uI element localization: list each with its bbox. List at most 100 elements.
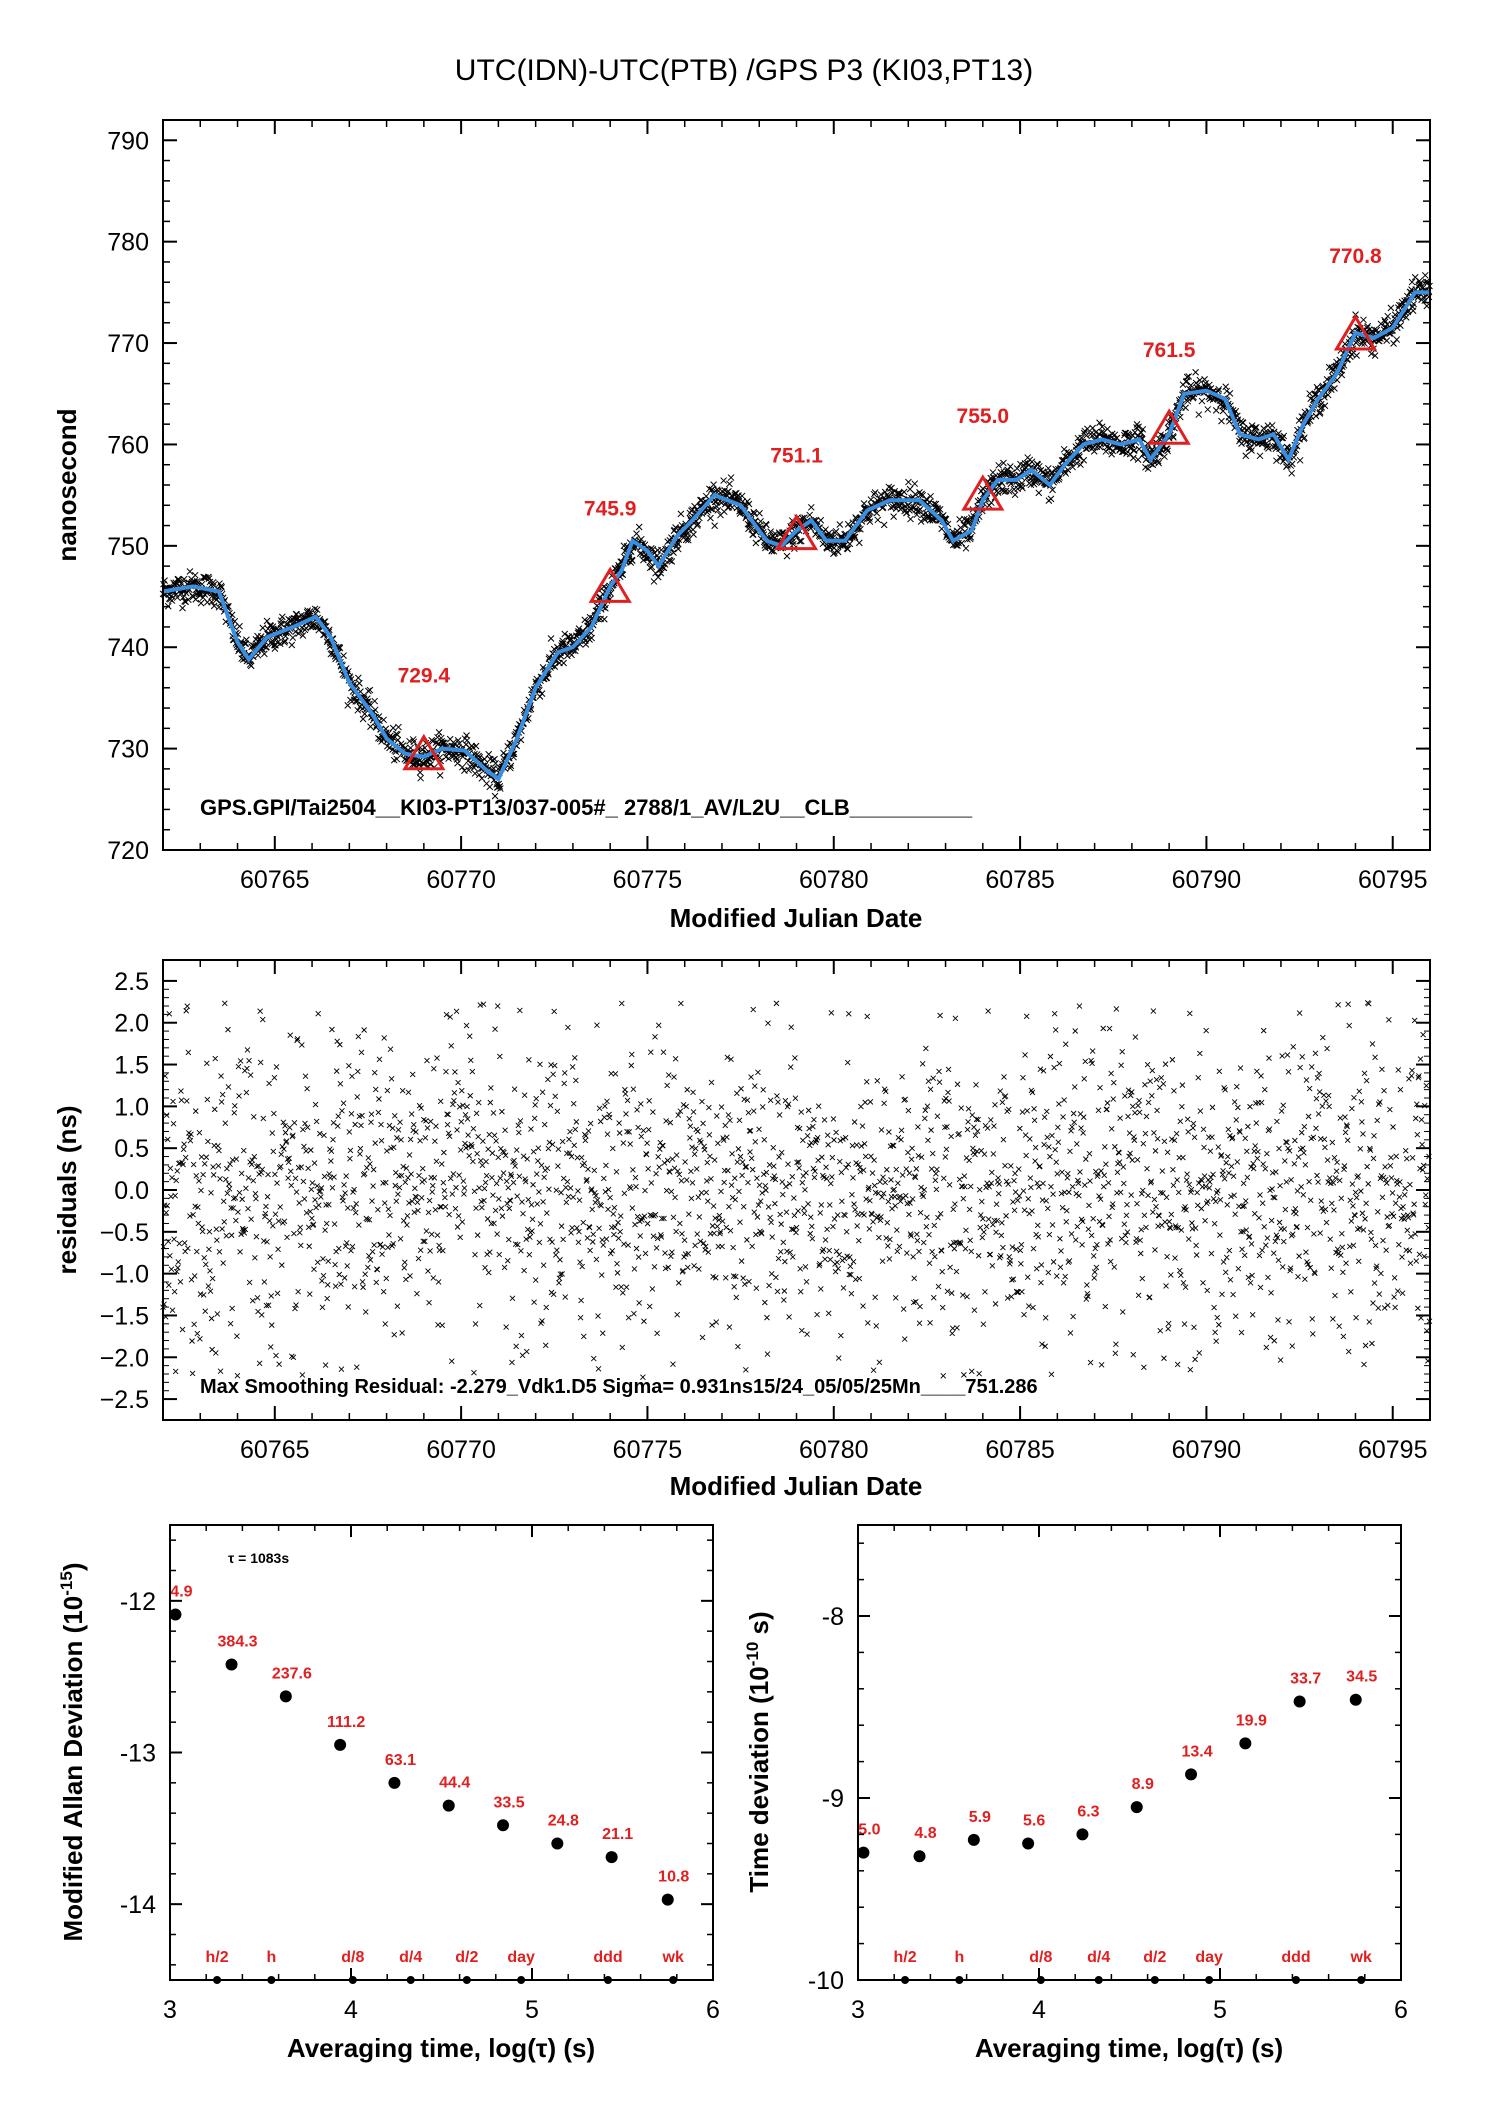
residual-point [550, 1291, 557, 1298]
residual-point [495, 1196, 502, 1202]
residual-point [427, 1118, 434, 1125]
raw-point [1076, 453, 1083, 461]
residual-point [1228, 1163, 1235, 1170]
residual-point [1268, 1217, 1275, 1224]
residual-point [1045, 1269, 1052, 1276]
residual-point [740, 1203, 747, 1210]
residual-point [800, 1137, 806, 1144]
residual-point [1230, 1291, 1236, 1298]
residual-point [1159, 1168, 1166, 1174]
residual-point [375, 1206, 381, 1213]
residual-point [1092, 1245, 1099, 1252]
residual-point [940, 1372, 947, 1379]
residual-point [972, 1132, 979, 1139]
residual-point [307, 1208, 314, 1215]
residual-point [1266, 1055, 1272, 1061]
raw-point [1288, 460, 1296, 468]
residual-point [1386, 1222, 1393, 1229]
residual-point [375, 1109, 382, 1116]
residual-point [1046, 1231, 1053, 1238]
residual-point [1262, 1165, 1269, 1172]
residual-point [269, 1130, 276, 1136]
residual-point [960, 1195, 967, 1202]
residual-point [487, 1099, 494, 1106]
residual-point [273, 1352, 279, 1359]
residual-point [554, 1108, 561, 1115]
residual-point [450, 1171, 457, 1177]
residual-point [1265, 1274, 1271, 1281]
residual-point [798, 1109, 805, 1115]
residual-point [1249, 1312, 1256, 1318]
raw-point [1384, 312, 1392, 320]
residual-point [1335, 1002, 1341, 1008]
chart-title: UTC(IDN)-UTC(PTB) /GPS P3 (KI03,PT13) [455, 54, 1033, 87]
raw-point [635, 523, 643, 531]
raw-point [713, 503, 721, 510]
residual-point [480, 1138, 486, 1144]
residual-point [402, 1179, 409, 1186]
residual-point [591, 1167, 598, 1174]
residual-point [763, 1187, 769, 1194]
residual-point [562, 1294, 569, 1300]
residual-point [892, 1202, 899, 1209]
raw-point [551, 663, 559, 670]
residual-point [746, 1278, 752, 1285]
residual-point [1312, 1270, 1318, 1277]
residual-point [575, 1188, 581, 1194]
residual-point [344, 1205, 351, 1211]
residual-point [1217, 1197, 1224, 1203]
residual-point [972, 1151, 978, 1158]
raw-point [654, 573, 662, 581]
residual-point [1330, 1179, 1337, 1186]
residual-point [1225, 1126, 1232, 1133]
residual-point [244, 1065, 250, 1072]
residual-point [216, 1147, 222, 1154]
residual-point [1145, 1099, 1152, 1106]
residual-point [1001, 1074, 1007, 1080]
residual-point [836, 1251, 843, 1258]
residual-point [1339, 1244, 1346, 1251]
residual-point [523, 1236, 530, 1242]
residual-point [796, 1125, 803, 1132]
residual-point [859, 1123, 866, 1129]
triangle-label: 770.8 [1329, 245, 1382, 268]
residual-point [246, 1279, 253, 1286]
residual-point [1209, 1134, 1215, 1140]
residual-point [999, 1219, 1005, 1226]
residual-point [453, 1184, 459, 1191]
raw-point [1360, 316, 1367, 324]
residual-point [1048, 1183, 1054, 1190]
residual-point [469, 1068, 476, 1075]
residual-point [332, 1283, 339, 1290]
residual-point [462, 1112, 469, 1118]
residual-point [318, 1194, 324, 1200]
residual-point [192, 1108, 199, 1114]
residual-point [840, 1285, 847, 1291]
residual-point [1419, 1141, 1425, 1148]
residual-point [592, 1189, 598, 1196]
residual-point [1129, 1103, 1136, 1110]
residual-point [215, 1142, 221, 1149]
residual-point [1245, 1123, 1251, 1130]
residual-point [635, 1124, 641, 1131]
residual-point [885, 1198, 892, 1205]
residual-point [588, 1187, 594, 1194]
residual-point [866, 1184, 872, 1191]
residual-point [748, 1074, 754, 1080]
residual-point [1407, 1260, 1414, 1267]
residual-point [674, 1311, 681, 1318]
residual-point [905, 1149, 911, 1156]
raw-point [1165, 418, 1173, 426]
raw-point [1043, 471, 1051, 478]
raw-point [1218, 417, 1225, 425]
residual-point [590, 1231, 597, 1238]
residual-point [861, 1140, 868, 1147]
residual-point [207, 1288, 214, 1295]
residual-point [441, 1188, 448, 1194]
residual-point [184, 1245, 191, 1252]
raw-point [750, 508, 758, 516]
residual-point [254, 1294, 261, 1301]
residual-point [706, 1104, 712, 1111]
residual-point [1347, 1197, 1354, 1204]
residual-point [1363, 1077, 1370, 1084]
